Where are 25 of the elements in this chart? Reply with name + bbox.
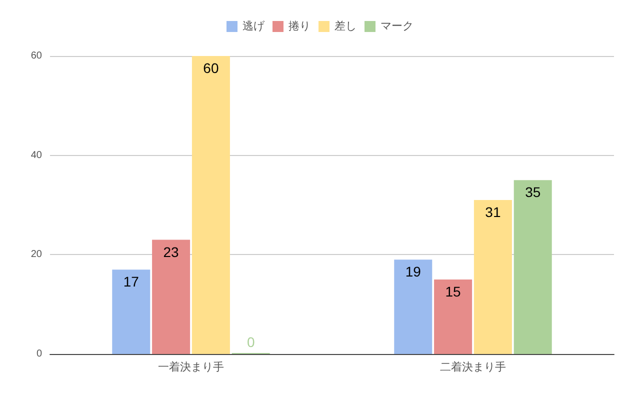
legend-label: 差し bbox=[334, 20, 356, 32]
data-label: 35 bbox=[525, 184, 541, 200]
bar bbox=[434, 280, 472, 354]
y-tick-label: 20 bbox=[30, 249, 42, 260]
bar bbox=[192, 56, 230, 354]
data-label: 31 bbox=[485, 204, 501, 220]
data-label: 60 bbox=[203, 60, 219, 76]
bar bbox=[474, 200, 512, 354]
data-label: 0 bbox=[246, 334, 255, 350]
legend-label: マーク bbox=[380, 20, 414, 32]
legend-label: 捲り bbox=[288, 20, 310, 32]
x-tick-label: 二着決まり手 bbox=[440, 360, 506, 374]
data-label: 23 bbox=[163, 244, 180, 260]
data-label: 19 bbox=[405, 264, 422, 280]
x-tick-label: 一着決まり手 bbox=[158, 360, 224, 374]
legend-label: 逃げ bbox=[242, 20, 266, 32]
bar bbox=[152, 240, 190, 354]
bar bbox=[514, 180, 552, 354]
bar bbox=[394, 260, 432, 354]
y-tick-label: 60 bbox=[30, 50, 42, 62]
data-label: 17 bbox=[123, 274, 140, 290]
data-label: 15 bbox=[445, 284, 462, 300]
y-tick-label: 40 bbox=[30, 150, 42, 161]
bar bbox=[112, 270, 150, 354]
y-tick-label: 0 bbox=[36, 348, 42, 360]
